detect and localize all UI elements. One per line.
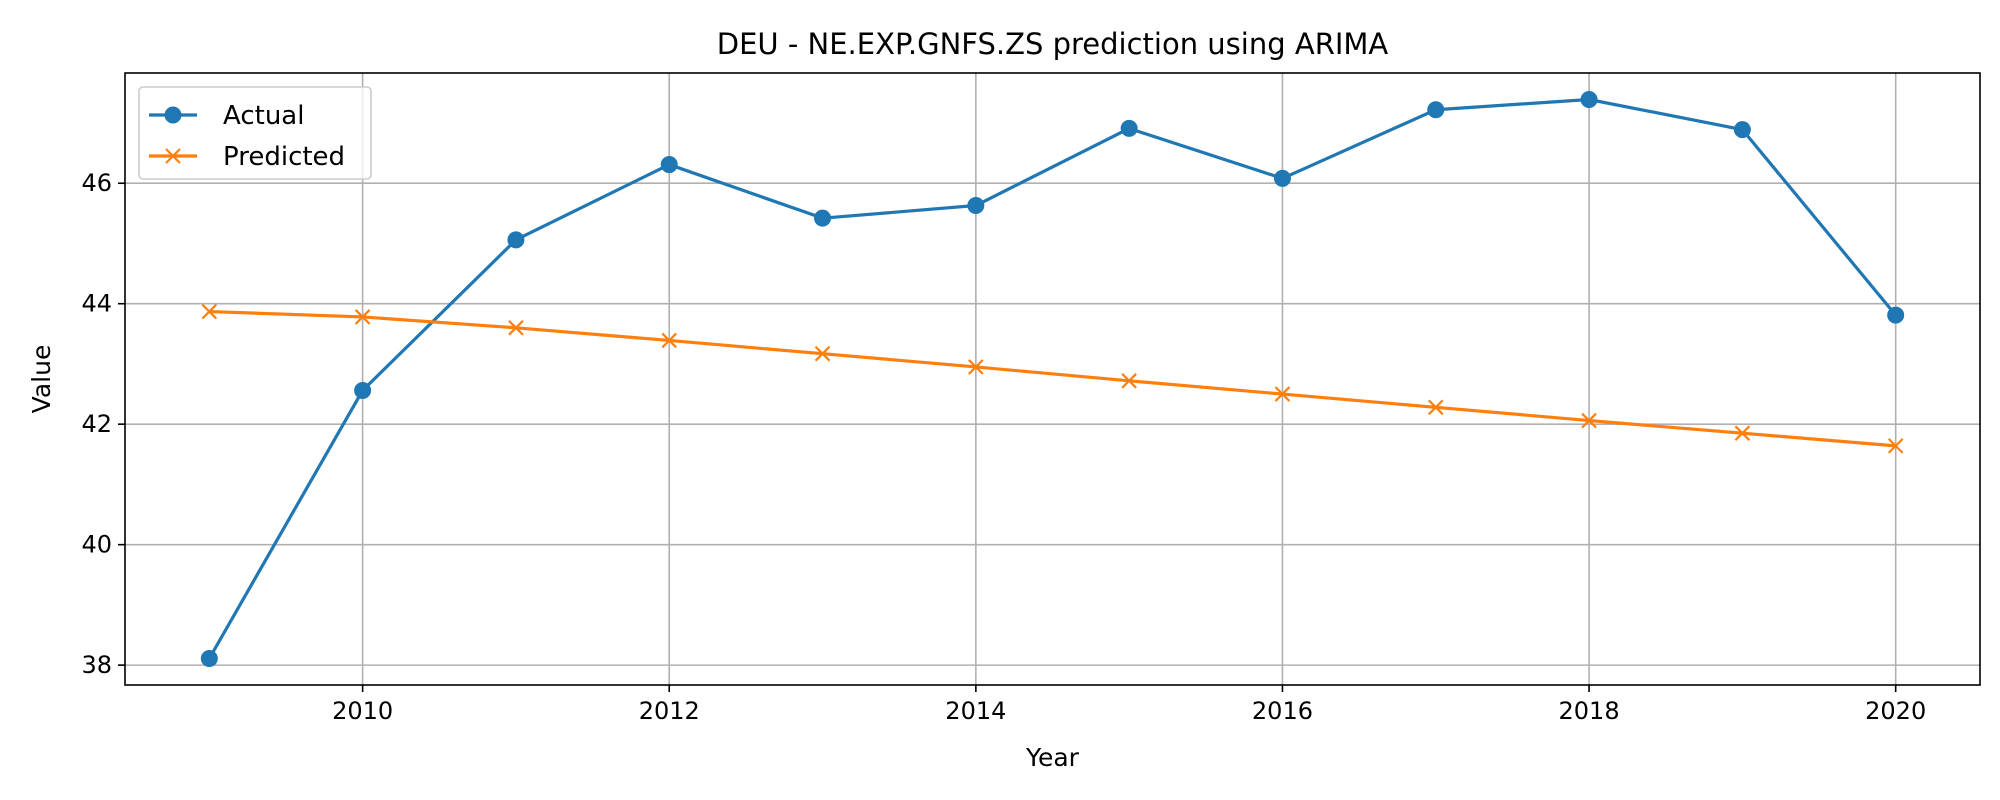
legend-label-predicted: Predicted (223, 142, 345, 172)
data-point-predicted (814, 345, 831, 362)
x-tick-label: 2014 (945, 697, 1006, 725)
y-tick-label: 46 (81, 169, 112, 197)
series-line-actual (207, 97, 1897, 660)
data-point-actual (967, 197, 985, 215)
data-point-predicted (1121, 373, 1137, 389)
legend: Actual Predicted (138, 86, 372, 180)
series-actual (200, 91, 1905, 667)
x-tick-label: 2016 (1252, 697, 1313, 725)
x-tick-label: 2012 (639, 697, 700, 725)
series-predicted (201, 303, 1904, 454)
chart-title: DEU - NE.EXP.GNFS.ZS prediction using AR… (717, 27, 1389, 61)
data-point-actual (200, 649, 218, 667)
y-tick-label: 40 (81, 531, 112, 559)
data-point-predicted (661, 332, 678, 349)
data-point-predicted (508, 320, 524, 336)
data-point-predicted (968, 359, 984, 375)
data-point-actual (1887, 306, 1905, 324)
x-tick-label: 2018 (1559, 697, 1620, 725)
data-point-predicted (1887, 438, 1904, 454)
y-axis-label: Value (27, 345, 56, 414)
data-point-actual (354, 381, 372, 399)
y-tick-label: 44 (81, 290, 112, 318)
legend-marker-actual (164, 106, 182, 124)
data-point-predicted (1427, 399, 1444, 416)
data-point-actual (660, 156, 678, 174)
grid (125, 73, 1980, 685)
data-point-predicted (1581, 412, 1597, 429)
legend-marker-predicted (165, 148, 181, 164)
ticks: 2010 2012 2014 2016 2018 2020 38 40 42 44 46 (81, 169, 1926, 725)
x-tick-label: 2020 (1865, 697, 1926, 725)
legend-label-actual: Actual (223, 101, 304, 131)
data-point-actual (1273, 169, 1291, 187)
data-point-actual (1427, 101, 1445, 119)
data-point-actual (814, 209, 832, 227)
data-point-predicted (354, 309, 371, 325)
data-point-predicted (1734, 425, 1751, 441)
data-point-actual (1580, 91, 1598, 109)
series-line-predicted (209, 309, 1896, 448)
data-point-predicted (201, 303, 218, 320)
y-tick-label: 38 (81, 651, 112, 679)
data-point-actual (1733, 121, 1751, 139)
data-point-predicted (1274, 386, 1291, 402)
data-point-actual (507, 231, 525, 249)
y-tick-label: 42 (81, 410, 112, 438)
x-axis-label: Year (1025, 743, 1080, 772)
x-tick-label: 2010 (332, 697, 393, 725)
plot-frame (124, 72, 1981, 686)
series-layer (200, 91, 1905, 667)
data-point-actual (1120, 119, 1138, 137)
